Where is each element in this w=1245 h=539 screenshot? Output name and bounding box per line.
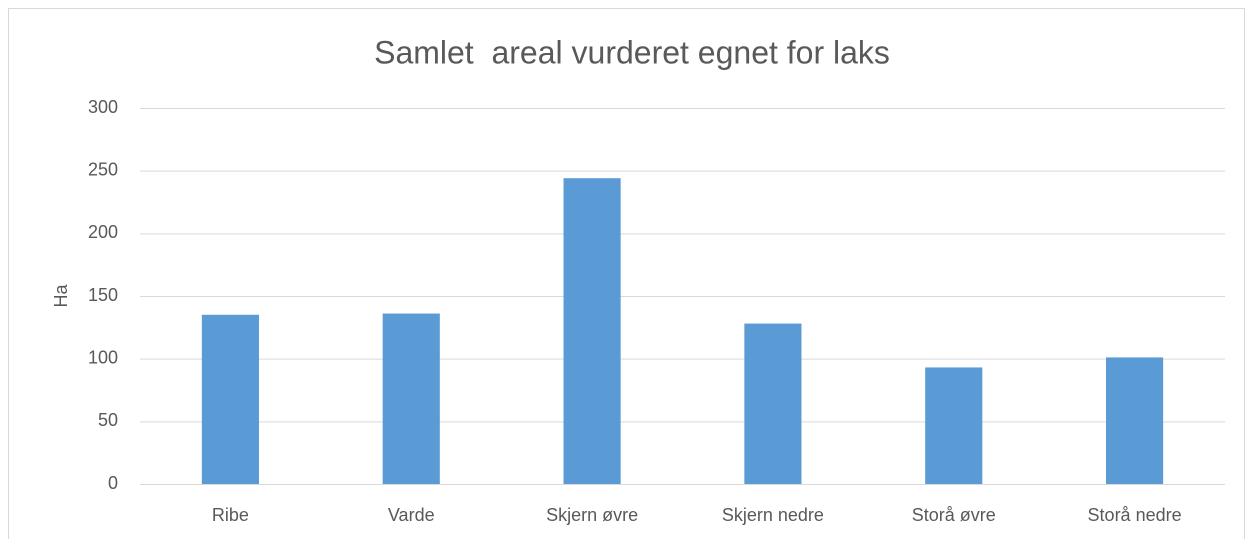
bar xyxy=(744,323,802,484)
bar xyxy=(382,313,440,484)
y-tick-label: 150 xyxy=(88,285,118,305)
y-tick-label: 0 xyxy=(108,473,118,493)
x-tick-label: Skjern øvre xyxy=(546,505,638,525)
bar xyxy=(201,314,259,484)
y-tick-label: 100 xyxy=(88,347,118,367)
chart-border xyxy=(8,8,1245,539)
bar xyxy=(563,178,621,485)
y-tick-label: 300 xyxy=(88,97,118,117)
bar xyxy=(925,367,983,484)
y-tick-label: 250 xyxy=(88,159,118,179)
bar xyxy=(1106,357,1164,484)
x-tick-label: Storå øvre xyxy=(912,505,996,525)
chart-title: Samlet areal vurderet egnet for laks xyxy=(374,34,890,70)
y-tick-label: 200 xyxy=(88,222,118,242)
y-axis-label: Ha xyxy=(51,284,71,308)
x-tick-label: Storå nedre xyxy=(1088,505,1182,525)
y-tick-label: 50 xyxy=(98,410,118,430)
x-tick-label: Skjern nedre xyxy=(722,505,824,525)
x-tick-label: Varde xyxy=(388,505,435,525)
x-tick-label: Ribe xyxy=(212,505,249,525)
